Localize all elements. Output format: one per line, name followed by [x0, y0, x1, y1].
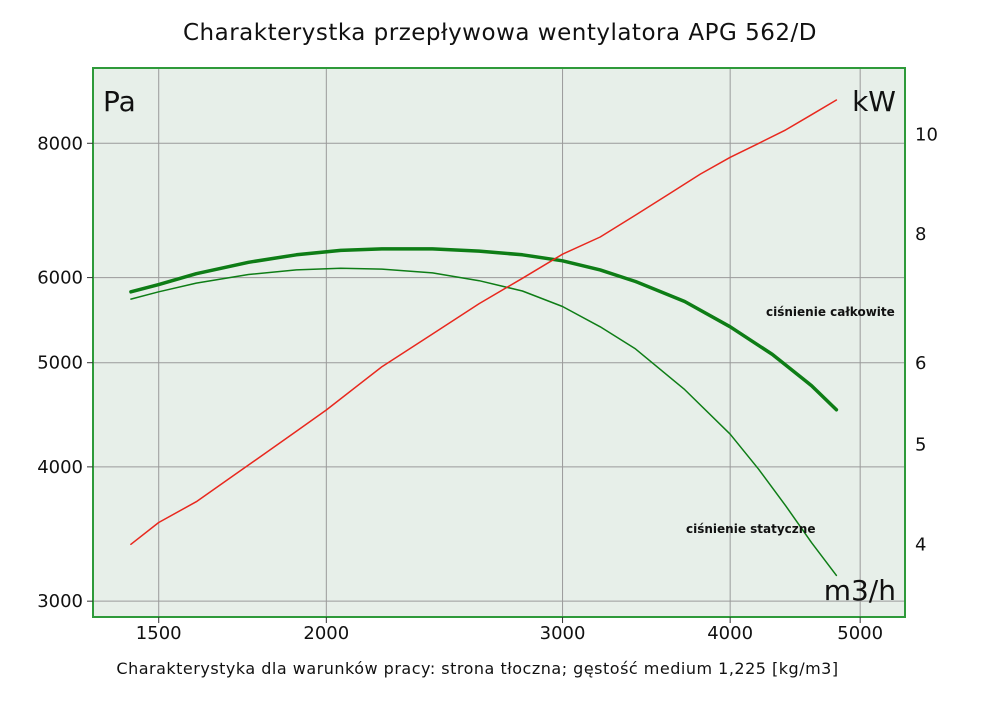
chart-footnote: Charakterystyka dla warunków pracy: stro… [116, 659, 839, 678]
y-right-tick-label: 6 [915, 353, 926, 374]
y-right-tick-label: 10 [915, 124, 938, 145]
total-pressure-curve [129, 247, 839, 412]
right-axis-unit-label: kW [852, 85, 896, 118]
x-tick-label: 1500 [136, 623, 182, 644]
plot-background [93, 68, 905, 617]
axis-ticks: 1500 2000 3000 4000 5000 3000 4000 5000 6000 8000… [37, 124, 938, 644]
static-pressure-label: ciśnienie statyczne [686, 522, 815, 536]
x-tick-label: 4000 [707, 623, 753, 644]
y-left-tick-label: 3000 [37, 591, 83, 612]
left-axis-unit-label: Pa [103, 85, 136, 118]
x-tick-label: 2000 [303, 623, 349, 644]
y-right-tick-label: 5 [915, 434, 926, 455]
y-left-tick-label: 5000 [37, 353, 83, 374]
series-layer [129, 99, 839, 577]
x-tick-label: 3000 [540, 623, 586, 644]
power-curve [130, 99, 838, 546]
plot-frame [92, 67, 906, 618]
chart-title: Charakterystka przepływowa wentylatora A… [183, 20, 817, 46]
total-pressure-label: ciśnienie całkowite [766, 305, 895, 319]
y-left-tick-label: 8000 [37, 133, 83, 154]
y-left-tick-label: 4000 [37, 457, 83, 478]
x-axis-unit-label: m3/h [824, 574, 896, 607]
y-right-tick-label: 8 [915, 224, 926, 245]
static-pressure-curve [130, 267, 838, 577]
y-right-tick-label: 4 [915, 534, 926, 555]
x-tick-label: 5000 [837, 623, 883, 644]
grid [93, 68, 905, 617]
y-left-tick-label: 6000 [37, 268, 83, 289]
